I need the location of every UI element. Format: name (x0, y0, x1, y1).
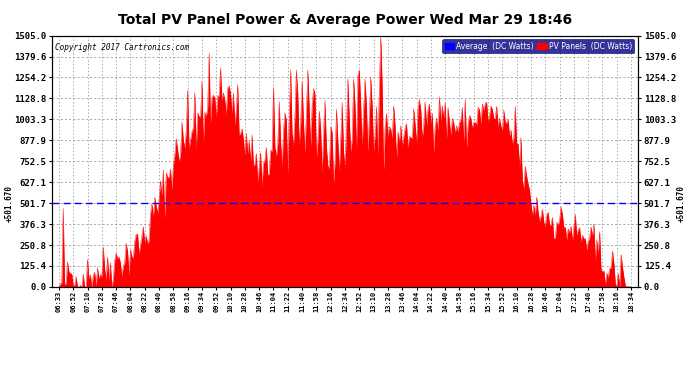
Text: +501.670: +501.670 (5, 184, 14, 222)
Legend: Average  (DC Watts), PV Panels  (DC Watts): Average (DC Watts), PV Panels (DC Watts) (442, 39, 634, 53)
Text: Copyright 2017 Cartronics.com: Copyright 2017 Cartronics.com (55, 43, 189, 52)
Text: +501.670: +501.670 (676, 184, 685, 222)
Text: Total PV Panel Power & Average Power Wed Mar 29 18:46: Total PV Panel Power & Average Power Wed… (118, 13, 572, 27)
